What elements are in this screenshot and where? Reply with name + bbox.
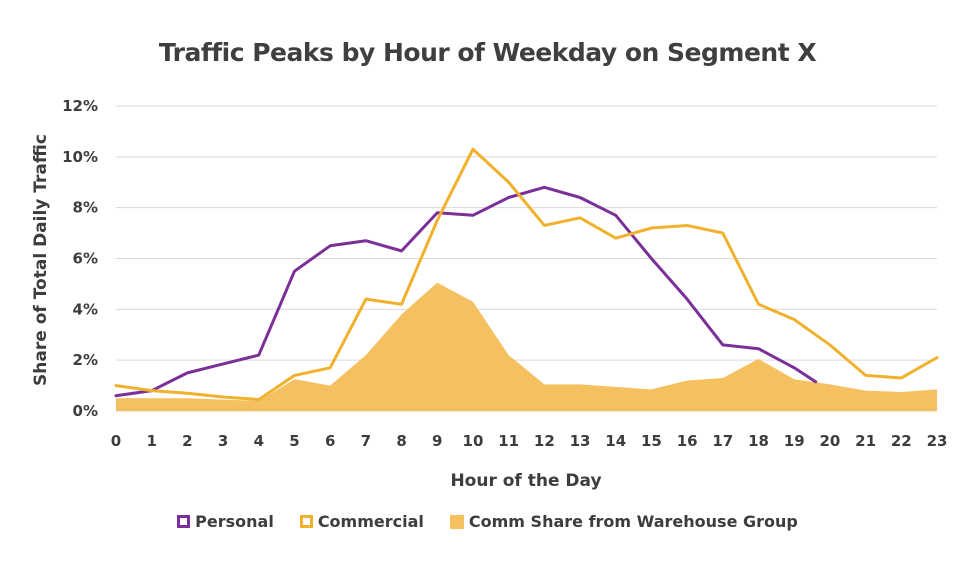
line-series-personal [114, 185, 818, 398]
x-tick-label: 23 [927, 432, 948, 450]
x-axis-ticks: 0 1 2 3 4 5 6 7 8 9 10 11 12 13 14 15 16 17 18 19 20 21 22 23 [111, 432, 948, 450]
x-tick-label: 14 [605, 432, 626, 450]
legend-item-commercial[interactable]: Commercial [299, 512, 424, 531]
line-series-commercial [114, 147, 939, 402]
chart-svg: 0%2%4%6%8%10%12% 0 1 2 3 4 5 6 7 8 9 10 11 12 13 14 15 1… [31, 97, 948, 491]
x-tick-label: 4 [254, 432, 264, 450]
gridlines [116, 105, 937, 412]
legend-swatch-warehouse [449, 514, 464, 529]
x-tick-label: 22 [891, 432, 912, 450]
area-series [116, 282, 937, 411]
x-tick-label: 15 [641, 432, 662, 450]
x-tick-label: 21 [855, 432, 876, 450]
y-tick-label: 4% [73, 300, 98, 318]
x-tick-label: 13 [570, 432, 591, 450]
x-tick-label: 0 [111, 432, 121, 450]
chart-title: Traffic Peaks by Hour of Weekday on Segm… [158, 38, 817, 67]
x-tick-label: 5 [289, 432, 299, 450]
x-tick-label: 17 [712, 432, 733, 450]
y-axis-ticks: 0% 2% 4% 6% 8% 10% 12% [62, 97, 98, 420]
legend-item-personal[interactable]: Personal [177, 512, 274, 531]
x-tick-label: 8 [396, 432, 406, 450]
legend-swatch-commercial [299, 515, 313, 528]
y-tick-label: 6% [73, 250, 98, 268]
y-tick-label: 10% [62, 148, 98, 166]
x-tick-label: 11 [498, 432, 519, 450]
legend-label-personal: Personal [195, 512, 274, 531]
y-tick-label: 12% [62, 97, 98, 115]
x-tick-label: 10 [463, 432, 484, 450]
x-tick-label: 12 [534, 432, 555, 450]
x-tick-label: 3 [218, 432, 228, 450]
x-tick-label: 2 [182, 432, 192, 450]
x-tick-label: 6 [325, 432, 335, 450]
x-tick-label: 9 [432, 432, 442, 450]
y-axis-label: Share of Total Daily Traffic [31, 134, 51, 386]
legend-item-warehouse[interactable]: Comm Share from Warehouse Group [449, 512, 798, 531]
y-tick-label: 2% [73, 351, 98, 369]
line-series [114, 147, 939, 402]
x-tick-label: 20 [819, 432, 840, 450]
area-series-warehouse [116, 282, 937, 411]
legend: Personal Commercial Comm Share from Ware… [0, 512, 975, 531]
x-tick-label: 19 [784, 432, 805, 450]
x-axis-label: Hour of the Day [450, 471, 601, 491]
x-tick-label: 7 [361, 432, 371, 450]
y-tick-label: 8% [73, 199, 98, 217]
x-tick-label: 16 [677, 432, 698, 450]
legend-label-warehouse: Comm Share from Warehouse Group [468, 512, 798, 531]
y-tick-label: 0% [73, 402, 98, 420]
legend-swatch-personal [177, 515, 191, 528]
legend-label-commercial: Commercial [317, 512, 424, 531]
x-tick-label: 1 [146, 432, 156, 450]
x-tick-label: 18 [748, 432, 769, 450]
